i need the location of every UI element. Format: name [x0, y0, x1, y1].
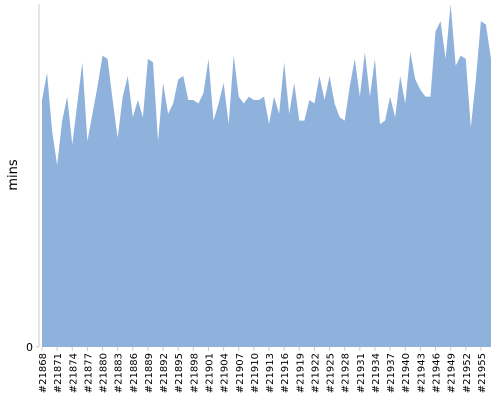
x-tick-label: #21955 [477, 353, 488, 393]
x-tick-label: #21946 [432, 353, 443, 393]
x-tick-label: #21910 [250, 353, 261, 393]
x-tick-label: #21880 [99, 353, 110, 393]
x-tick-label: #21892 [159, 353, 170, 393]
x-tick-label: #21916 [280, 353, 291, 393]
y-tick-label: 0 [26, 341, 33, 354]
x-tick-label: #21898 [189, 353, 200, 393]
x-tick-label: #21952 [462, 353, 473, 393]
area [42, 4, 491, 347]
x-tick-label: #21877 [83, 353, 94, 393]
x-tick-label: #21928 [341, 353, 352, 393]
x-tick-label: #21919 [295, 353, 306, 393]
x-tick-label: #21940 [401, 353, 412, 393]
x-tick-label: #21886 [129, 353, 140, 393]
x-tick-label: #21931 [356, 353, 367, 393]
x-tick-label: #21901 [204, 353, 215, 393]
x-tick-label: #21934 [371, 353, 382, 393]
x-tick-label: #21907 [235, 353, 246, 393]
x-tick-label: #21949 [447, 353, 458, 393]
x-tick-label: #21904 [220, 353, 231, 393]
x-tick-label: #21868 [38, 353, 49, 393]
x-tick-label: #21913 [265, 353, 276, 393]
x-tick-label: #21871 [53, 353, 64, 393]
x-tick-label: #21922 [310, 353, 321, 393]
x-tick-label: #21925 [326, 353, 337, 393]
x-tick-label: #21883 [114, 353, 125, 393]
x-tick-label: #21895 [174, 353, 185, 393]
x-tick-label: #21943 [416, 353, 427, 393]
x-tick-label: #21937 [386, 353, 397, 393]
x-tick-label: #21874 [68, 353, 79, 393]
y-axis-label: mins [6, 159, 21, 191]
x-tick-label: #21889 [144, 353, 155, 393]
